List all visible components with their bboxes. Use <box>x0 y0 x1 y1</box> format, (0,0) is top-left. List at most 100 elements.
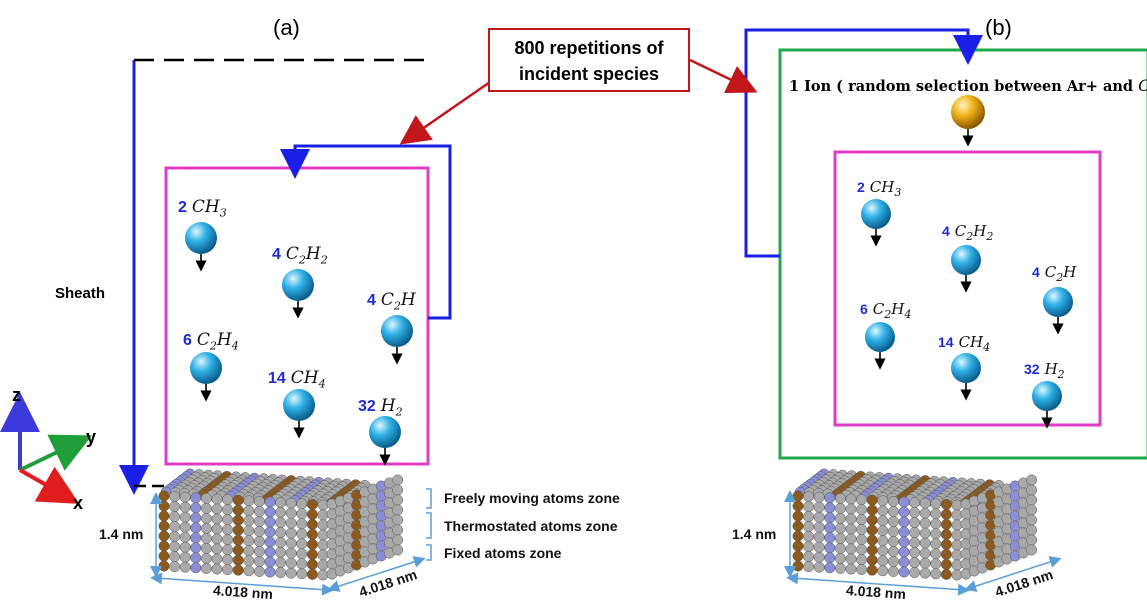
molecule-b-ch4 <box>951 353 981 401</box>
slab-atom <box>930 528 942 540</box>
callout-line-2: incident species <box>518 64 660 84</box>
axis-x-label: x <box>73 493 84 513</box>
slab-atom <box>919 557 931 569</box>
slab-atom <box>951 549 963 561</box>
slab-atom <box>253 515 265 527</box>
slab-atom <box>887 525 899 537</box>
slab-atom <box>222 534 234 546</box>
slab-atom <box>803 491 815 503</box>
slab-atom <box>275 497 287 509</box>
slab-atom <box>803 521 815 533</box>
slab-atom <box>1026 514 1038 526</box>
slab-atom <box>834 542 846 554</box>
slab-atom <box>824 552 836 564</box>
callout-line-1: 800 repetitions of <box>514 38 664 58</box>
slab-atom <box>392 474 404 486</box>
slab-atom <box>392 494 404 506</box>
slab-atom <box>940 568 952 580</box>
slab-atom <box>222 524 234 536</box>
slab-atom <box>834 502 846 514</box>
slab-atom <box>169 541 181 553</box>
slab-atom <box>275 527 287 539</box>
species-label-b-h2: 32 H2 <box>1024 360 1065 381</box>
slab-atom <box>856 514 868 526</box>
slab-atom <box>866 504 878 516</box>
slab-atom <box>856 504 868 516</box>
slab-atom <box>285 527 297 539</box>
dim-width-a <box>150 572 334 596</box>
slab-atom <box>211 503 223 515</box>
slab-atom <box>296 538 308 550</box>
molecule-a-h2 <box>369 416 401 466</box>
slab-atom <box>169 521 181 533</box>
slab-atom <box>169 491 181 503</box>
callout-arrow-a <box>399 80 491 145</box>
slab-atom <box>243 565 255 577</box>
slab-atom <box>1026 524 1038 536</box>
slab-atom <box>211 543 223 555</box>
slab-atom <box>940 528 952 540</box>
slab-atom <box>856 554 868 566</box>
species-label-b-c2h2: 4 C2H2 <box>942 222 994 243</box>
slab-atom <box>158 510 170 522</box>
slab-atom <box>866 544 878 556</box>
slab-atom <box>222 564 234 576</box>
slab-atom <box>179 541 191 553</box>
slab-atom <box>845 543 857 555</box>
panel-label-b: (b) <box>985 15 1012 40</box>
slab-atom <box>887 515 899 527</box>
dim-width-label-b: 4.018 nm <box>845 581 907 602</box>
slab-atom <box>169 531 181 543</box>
slab-atom <box>296 518 308 530</box>
slab-atom <box>285 567 297 579</box>
slab-atom <box>845 533 857 545</box>
slab-atom <box>200 552 212 564</box>
slab-atom <box>264 496 276 508</box>
slab-atom <box>296 558 308 570</box>
slab-atom <box>930 558 942 570</box>
slab-atom <box>824 512 836 524</box>
species-label-a-ch3: 2 CH3 <box>178 197 227 220</box>
slab-atom <box>824 562 836 574</box>
slab-atom <box>1026 544 1038 556</box>
bracket-thermo <box>426 512 432 539</box>
species-label-b-ch4: 14 CH4 <box>938 333 991 354</box>
slab-atom <box>232 554 244 566</box>
slab-atom <box>296 568 308 580</box>
slab-atom <box>856 544 868 556</box>
slab-atom <box>930 548 942 560</box>
slab-atom <box>222 494 234 506</box>
slab-atom <box>200 522 212 534</box>
zone-label-thermo: Thermostated atoms zone <box>444 518 618 534</box>
slab-atom <box>169 561 181 573</box>
axis-triad <box>0 392 93 504</box>
zone-label-fixed: Fixed atoms zone <box>444 545 562 561</box>
slab-atom <box>845 523 857 535</box>
slab-atom <box>232 504 244 516</box>
slab-atom <box>317 569 329 581</box>
slab-atom <box>264 526 276 538</box>
slab-atom <box>930 508 942 520</box>
ion-sphere <box>951 95 985 147</box>
slab-atom <box>898 526 910 538</box>
slab-atom <box>845 503 857 515</box>
slab-atom <box>285 547 297 559</box>
slab-atom <box>253 525 265 537</box>
slab-atom <box>919 547 931 559</box>
slab-atom <box>392 504 404 516</box>
slab-atom <box>158 540 170 552</box>
slab-atom <box>169 551 181 563</box>
slab-atom <box>866 524 878 536</box>
slab-atom <box>253 535 265 547</box>
slab-atom <box>306 498 318 510</box>
species-label-b-ch3: 2 CH3 <box>857 178 902 199</box>
slab-atom <box>253 555 265 567</box>
zone-label-freely: Freely moving atoms zone <box>444 490 620 506</box>
slab-atom <box>190 512 202 524</box>
slab-atom <box>951 529 963 541</box>
slab-atom <box>792 520 804 532</box>
slab-atom <box>243 495 255 507</box>
slab-atom <box>887 495 899 507</box>
slab-atom <box>200 532 212 544</box>
